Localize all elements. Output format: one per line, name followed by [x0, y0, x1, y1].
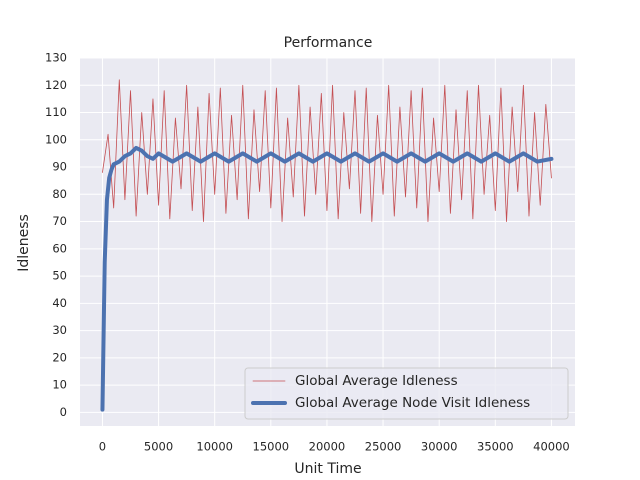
y-tick-label: 100: [45, 132, 67, 146]
y-tick-label: 120: [45, 78, 67, 92]
y-tick-label: 110: [45, 105, 67, 119]
line: [100, 145, 554, 412]
y-axis-label: Idleness: [16, 214, 32, 272]
x-tick-label: 40000: [533, 440, 570, 454]
x-tick-label: 35000: [477, 440, 514, 454]
x-tick-label: 25000: [365, 440, 402, 454]
y-tick-label: 30: [52, 323, 67, 337]
legend-label: Global Average Idleness: [295, 373, 458, 389]
chart-title: Performance: [284, 35, 373, 51]
y-tick-label: 70: [52, 214, 67, 228]
x-tick-label: 15000: [253, 440, 290, 454]
x-tick-label: 0: [99, 440, 106, 454]
y-tick-label: 60: [52, 241, 67, 255]
y-tick-label: 20: [52, 350, 67, 364]
x-tick-label: 30000: [421, 440, 458, 454]
y-tick-label: 130: [45, 51, 67, 65]
y-tick-label: 0: [60, 405, 67, 419]
y-tick-label: 50: [52, 269, 67, 283]
x-tick-label: 5000: [144, 440, 173, 454]
legend-label: Global Average Node Visit Idleness: [295, 395, 530, 411]
x-tick-label: 20000: [309, 440, 346, 454]
y-tick-label: 90: [52, 160, 67, 174]
x-axis-label: Unit Time: [294, 461, 361, 477]
y-tick-label: 80: [52, 187, 67, 201]
y-tick-label: 40: [52, 296, 67, 310]
x-tick-label: 10000: [196, 440, 233, 454]
legend-box: [244, 367, 569, 420]
line: [102, 79, 552, 222]
y-tick-label: 10: [52, 378, 67, 392]
